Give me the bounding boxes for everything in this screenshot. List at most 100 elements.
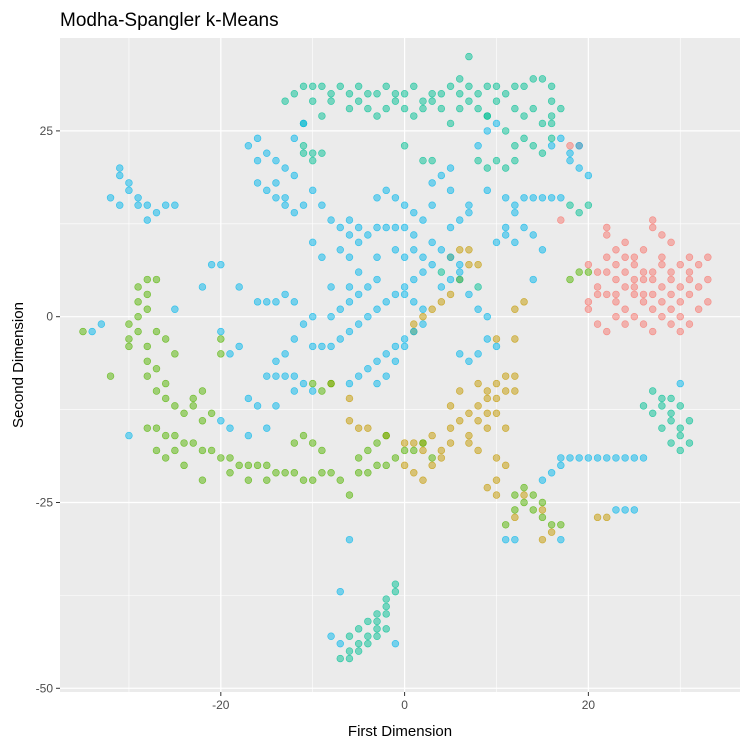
data-point xyxy=(263,186,271,195)
data-point xyxy=(630,260,639,269)
data-point xyxy=(676,327,684,336)
data-point xyxy=(244,461,253,470)
data-point xyxy=(557,454,565,462)
data-point xyxy=(557,216,565,224)
data-point xyxy=(382,104,390,113)
data-point xyxy=(299,149,308,157)
data-point xyxy=(492,82,501,91)
data-point xyxy=(612,275,620,284)
data-point xyxy=(364,617,372,626)
data-point xyxy=(685,439,694,447)
data-point xyxy=(584,171,593,180)
data-point xyxy=(354,424,363,432)
data-point xyxy=(364,283,372,291)
data-point xyxy=(263,476,271,484)
data-point xyxy=(391,639,400,648)
data-point xyxy=(309,149,317,157)
data-point xyxy=(272,402,280,410)
data-point xyxy=(456,246,464,254)
y-tick-label: -25 xyxy=(36,495,54,509)
data-point xyxy=(373,305,381,313)
data-point xyxy=(253,156,262,165)
data-point xyxy=(143,357,151,365)
data-point xyxy=(364,365,372,373)
data-point xyxy=(235,283,243,291)
data-point xyxy=(566,454,574,462)
data-point xyxy=(520,134,528,143)
data-point xyxy=(492,238,501,247)
data-point xyxy=(639,320,648,328)
data-point xyxy=(649,387,657,395)
data-point xyxy=(391,194,400,202)
data-point xyxy=(428,201,436,209)
data-point xyxy=(391,223,400,232)
data-point xyxy=(134,194,142,202)
data-point xyxy=(391,357,400,365)
data-point xyxy=(639,290,648,299)
data-point xyxy=(373,112,381,120)
data-point xyxy=(290,134,299,143)
data-point xyxy=(676,402,684,410)
data-point xyxy=(492,454,501,462)
data-point xyxy=(456,268,464,276)
data-point xyxy=(106,194,115,202)
data-point xyxy=(226,454,234,462)
data-point xyxy=(428,260,436,269)
data-point xyxy=(125,335,133,343)
data-point xyxy=(354,454,363,462)
data-point xyxy=(511,305,519,313)
data-point xyxy=(511,238,519,247)
data-point xyxy=(391,97,400,105)
data-point xyxy=(428,305,436,313)
data-point xyxy=(391,246,400,254)
data-point xyxy=(501,164,510,172)
data-point xyxy=(621,253,629,261)
data-point xyxy=(382,610,390,618)
data-point xyxy=(327,90,335,98)
data-point xyxy=(547,112,556,120)
data-point xyxy=(492,342,501,351)
data-point xyxy=(428,461,436,470)
data-point xyxy=(520,491,528,499)
data-point xyxy=(658,283,666,291)
data-point xyxy=(263,298,271,306)
data-point xyxy=(630,312,639,321)
data-point xyxy=(603,454,611,462)
data-point xyxy=(253,298,262,306)
data-point xyxy=(419,216,427,224)
data-point xyxy=(520,194,528,202)
data-point xyxy=(345,327,354,336)
data-point xyxy=(299,379,308,388)
data-point xyxy=(391,290,400,299)
data-point xyxy=(630,506,639,514)
data-point xyxy=(483,186,491,195)
data-point xyxy=(134,201,142,209)
data-point xyxy=(364,446,372,455)
data-point xyxy=(373,357,381,365)
data-point xyxy=(354,647,363,655)
data-point xyxy=(272,194,280,202)
data-point xyxy=(345,394,354,403)
data-point xyxy=(492,379,501,388)
data-point xyxy=(446,424,455,432)
data-point xyxy=(253,179,262,187)
data-point xyxy=(327,312,335,321)
data-point xyxy=(290,469,299,477)
data-point xyxy=(639,454,648,462)
data-point xyxy=(88,327,96,336)
data-point xyxy=(658,253,666,261)
data-point xyxy=(345,90,354,98)
x-tick-label: -20 xyxy=(212,698,230,712)
data-point xyxy=(621,305,629,313)
data-point xyxy=(566,142,574,150)
data-point xyxy=(272,372,280,380)
data-point xyxy=(483,424,491,432)
data-point xyxy=(511,142,519,150)
data-point xyxy=(336,305,344,313)
data-point xyxy=(538,535,547,544)
data-point xyxy=(391,454,400,462)
data-point xyxy=(639,275,648,284)
data-point xyxy=(529,104,537,113)
data-point xyxy=(557,104,565,113)
data-point xyxy=(345,647,354,655)
